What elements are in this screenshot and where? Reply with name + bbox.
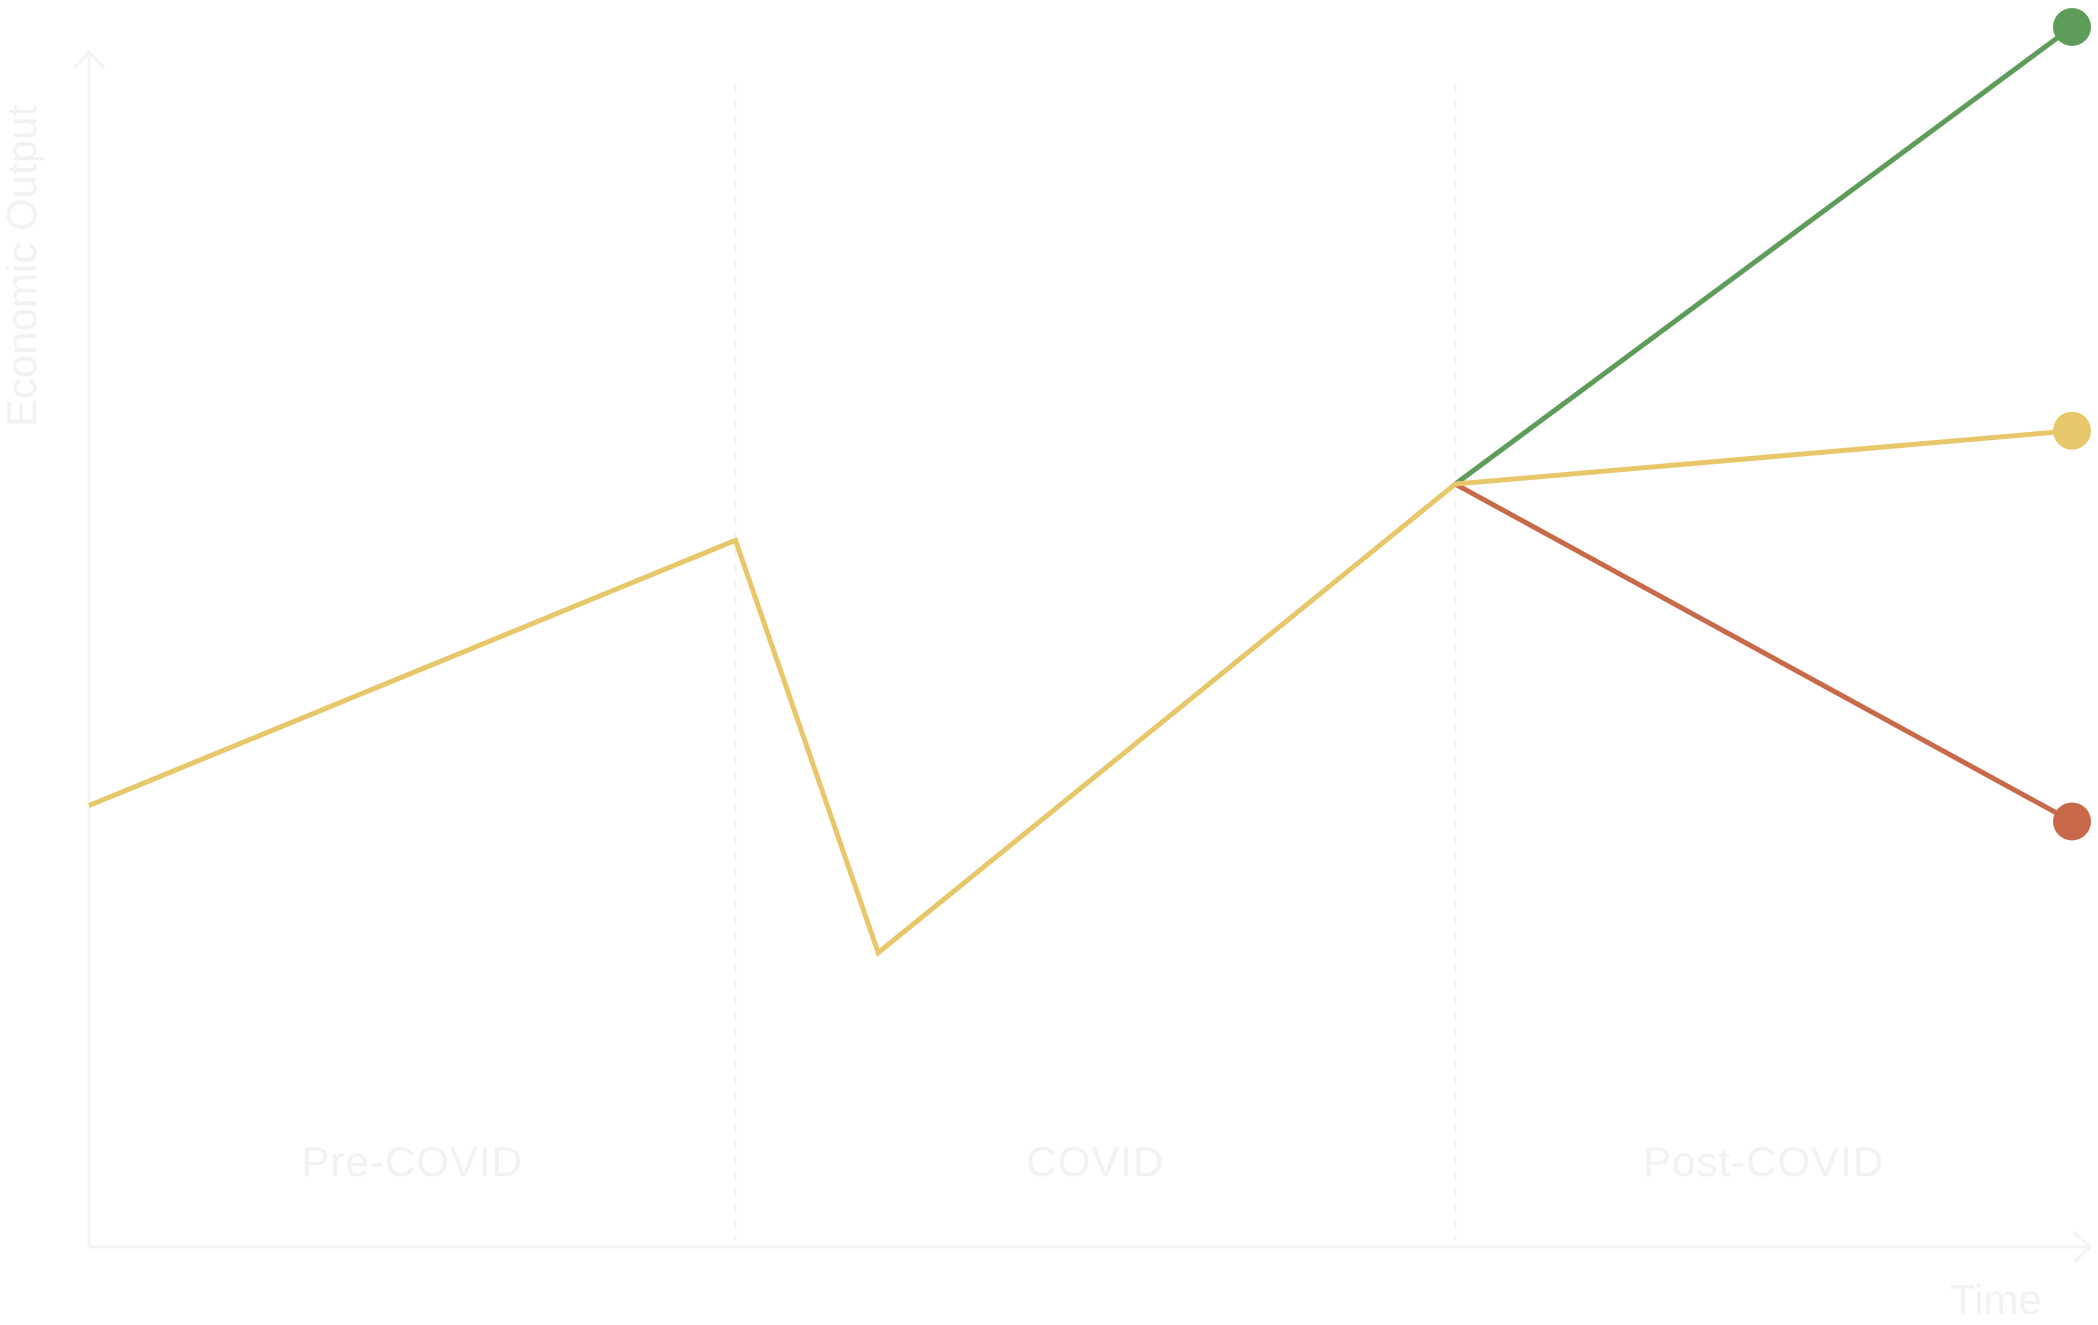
y-axis-arrow-icon <box>72 49 106 70</box>
series-line-1 <box>1453 24 2074 487</box>
series-end-markers <box>2053 8 2091 841</box>
series-line-2 <box>1454 481 2074 824</box>
x-axis-arrow-icon <box>2072 1230 2093 1264</box>
phase-label: Post-COVID <box>1643 1138 1884 1185</box>
axes <box>72 49 2093 1264</box>
phase-dividers <box>734 85 1457 1240</box>
series-lines <box>88 24 2074 957</box>
series-end-marker-2 <box>2053 802 2091 841</box>
phase-label: COVID <box>1026 1138 1164 1185</box>
y-axis-label: Economic Output <box>0 105 45 427</box>
series-end-marker-0 <box>2053 411 2091 450</box>
phase-label: Pre-COVID <box>302 1138 523 1185</box>
series-end-marker-1 <box>2053 8 2091 46</box>
x-axis-label: Time <box>1950 1276 2042 1323</box>
phase-labels: Pre-COVID COVID Post-COVID <box>302 1138 1884 1185</box>
series-line-0 <box>88 428 2073 957</box>
